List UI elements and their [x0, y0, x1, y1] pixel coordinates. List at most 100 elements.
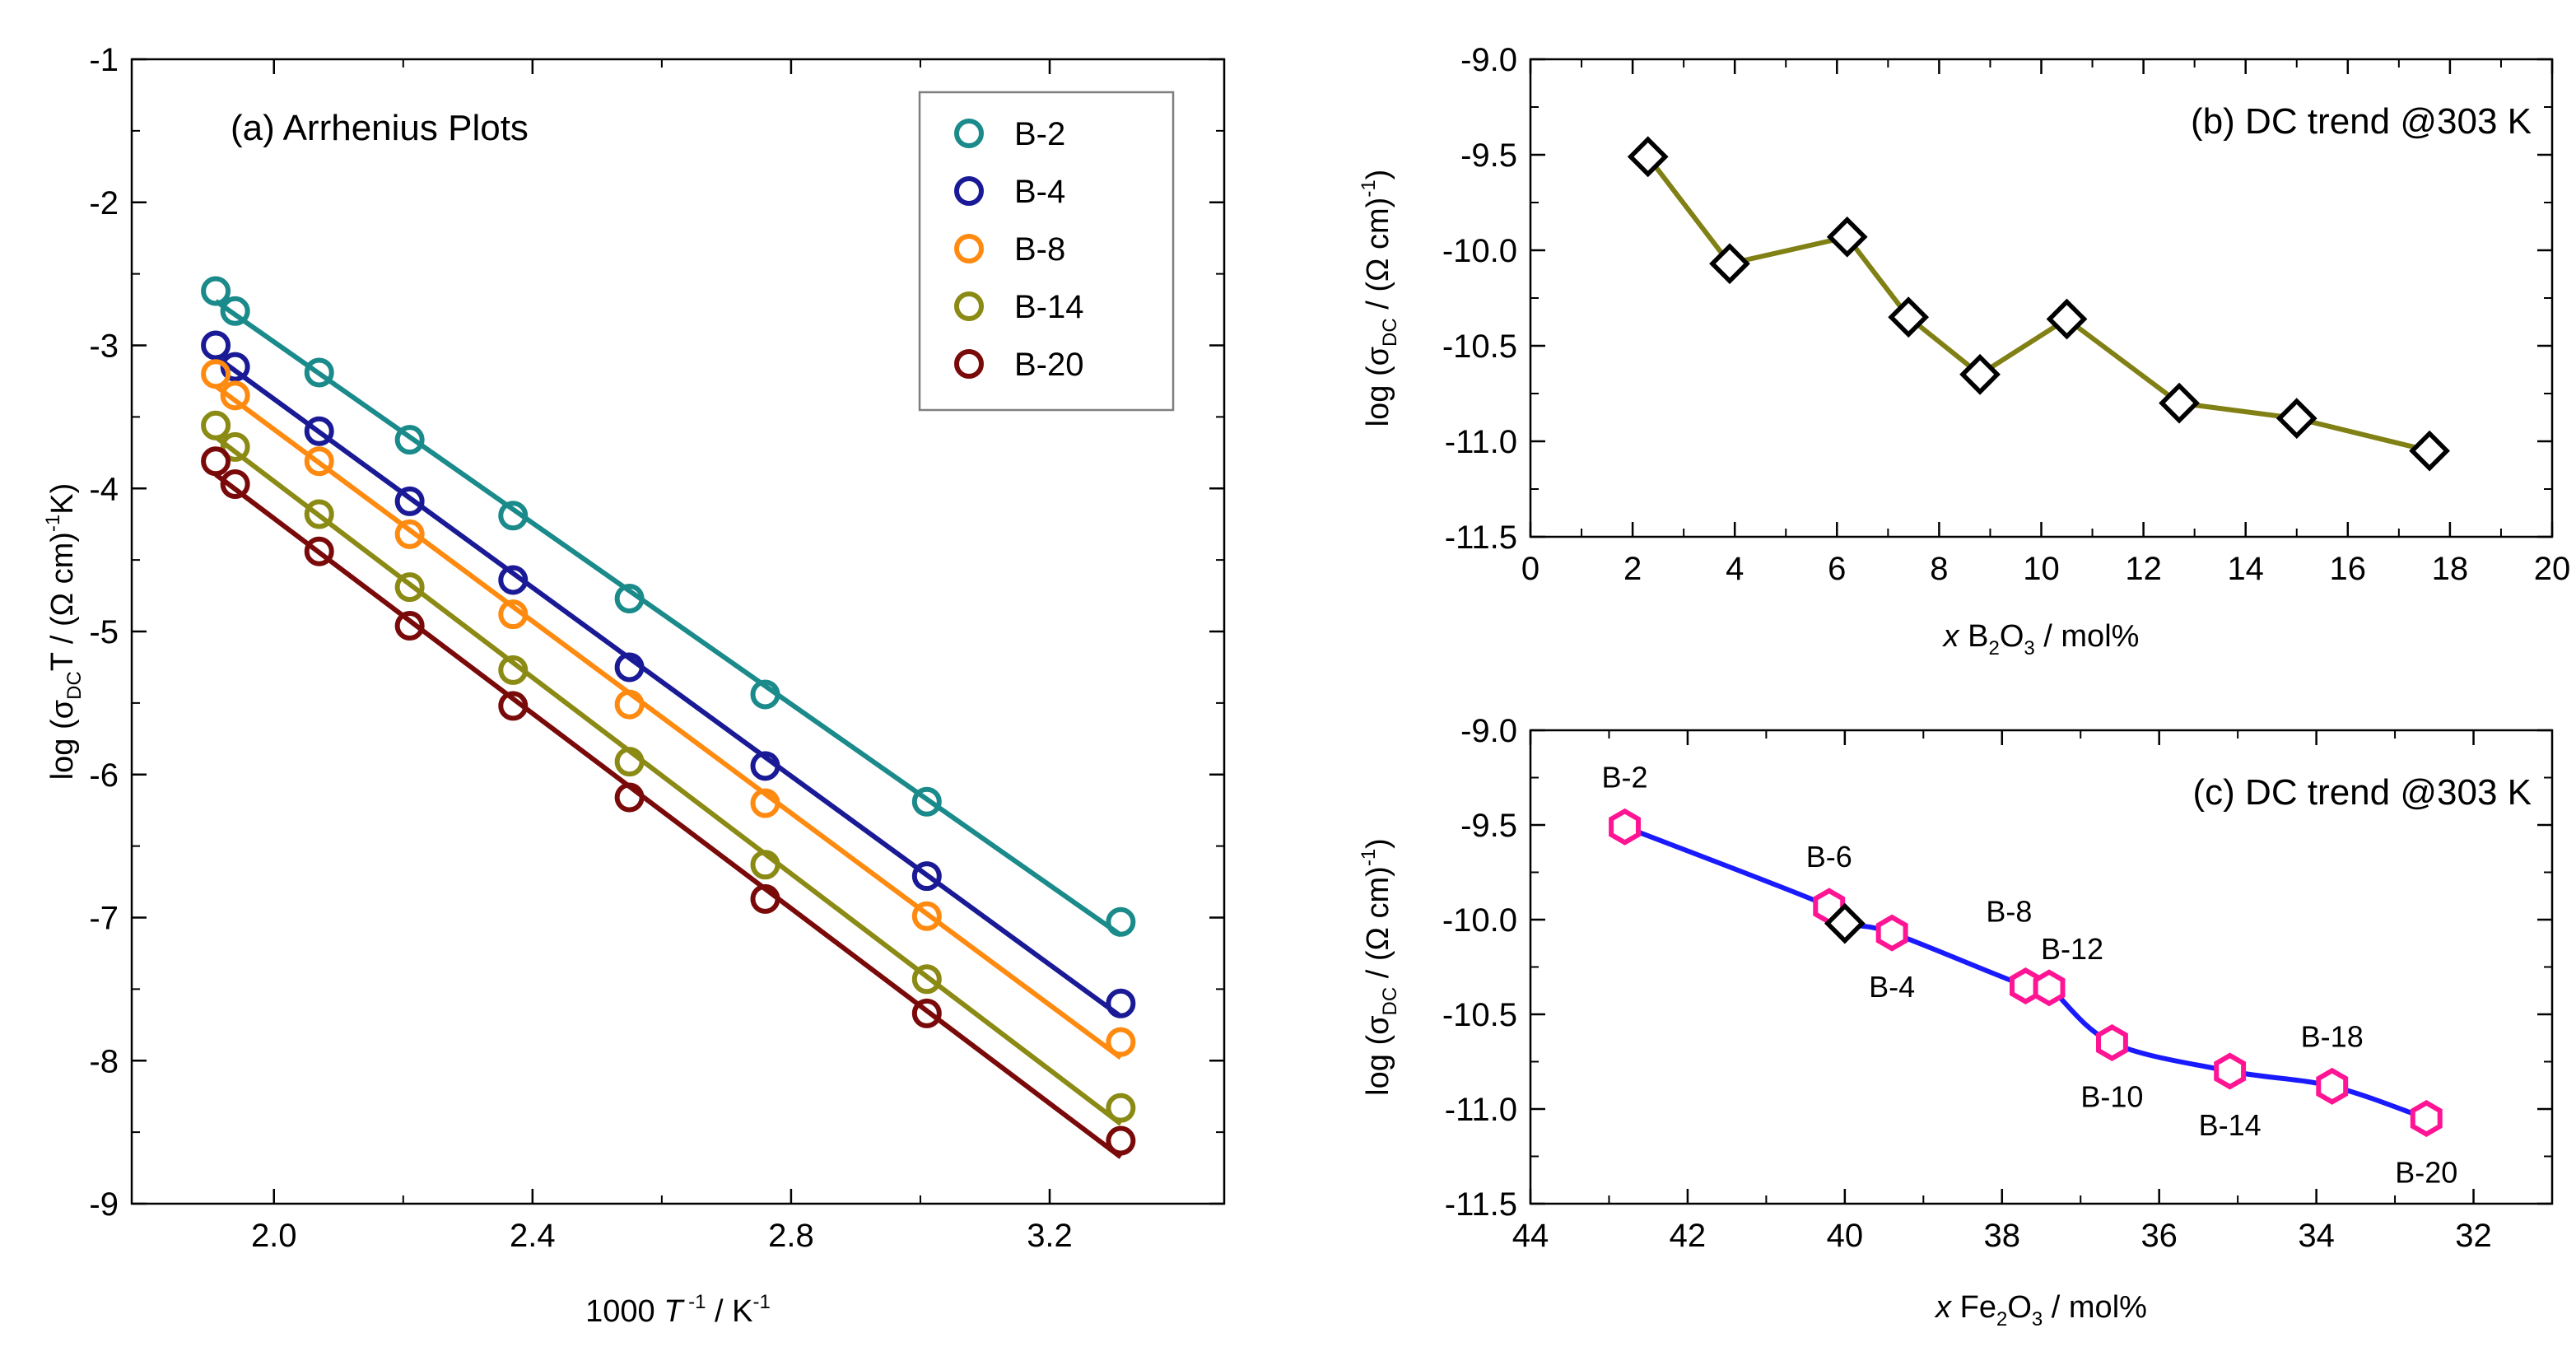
- point-label-B-18: B-18: [2301, 1019, 2364, 1053]
- data-point: [2159, 382, 2200, 424]
- y-tick-label: -9.0: [1460, 713, 1517, 749]
- panel-a-title: (a) Arrhenius Plots: [231, 108, 529, 148]
- x-tick-label: 14: [2227, 551, 2264, 587]
- legend-marker-B-20: [954, 349, 984, 379]
- legend-label-B-14: B-14: [1014, 289, 1084, 325]
- panel-c-plot: (c) DC trend @303 K B-2 B-6 B-4 B-8 B-12 B-10 B…: [1602, 760, 2532, 1189]
- x-tick-label: 32: [2455, 1218, 2492, 1254]
- data-point-B-2: [750, 679, 780, 710]
- x-tick-label: 16: [2330, 551, 2367, 587]
- data-point-B-14: [614, 747, 645, 777]
- legend-marker-B-8: [954, 234, 984, 263]
- data-point: [1709, 243, 1750, 285]
- x-tick-label: 42: [1670, 1218, 1707, 1254]
- legend-label-B-4: B-4: [1014, 174, 1065, 210]
- y-tick-label: -11.5: [1445, 520, 1517, 556]
- data-point-B-12: [2033, 969, 2066, 1007]
- x-tick-label: 2.8: [768, 1218, 814, 1254]
- y-tick-label: -6: [89, 757, 119, 794]
- data-point-B-2: [304, 357, 334, 388]
- legend-marker-B-2: [954, 119, 984, 148]
- point-label-B-6: B-6: [1806, 840, 1852, 874]
- x-tick-label: 12: [2125, 551, 2162, 587]
- data-point-B-2: [201, 276, 231, 306]
- data-point-B-8: [750, 788, 780, 818]
- data-point-B-4: [201, 330, 231, 361]
- x-tick-label: 2.4: [510, 1218, 556, 1254]
- x-tick-label: 20: [2534, 551, 2571, 587]
- data-point-B-20: [201, 446, 231, 477]
- x-tick-label: 36: [2140, 1218, 2178, 1254]
- y-tick-label: -5: [89, 614, 119, 650]
- y-tick-label: -10.5: [1442, 997, 1517, 1033]
- data-point: [2276, 398, 2317, 440]
- panel-c-title: (c) DC trend @303 K: [2193, 772, 2532, 813]
- data-point-B-4: [1875, 914, 1908, 952]
- data-point: [1888, 296, 1930, 338]
- panel-b-title: (b) DC trend @303 K: [2191, 101, 2532, 142]
- x-tick-label: 10: [2023, 551, 2060, 587]
- fit-line-B-20: [214, 472, 1123, 1159]
- data-point-B-14: [911, 964, 942, 995]
- fit-line-B-4: [214, 354, 1123, 1018]
- data-point-B-14: [498, 655, 529, 685]
- data-point-B-2: [220, 296, 250, 326]
- data-point-reference: [1824, 902, 1866, 944]
- data-point-B-8: [614, 689, 645, 720]
- x-tick-label: 38: [1984, 1218, 2021, 1254]
- x-tick-label: 8: [1930, 551, 1948, 587]
- point-label-B-10: B-10: [2080, 1080, 2143, 1114]
- data-point-B-14: [304, 499, 334, 529]
- panel-a-plot: (a) Arrhenius Plots B-2 B-4 B-8 B-14 B-20: [201, 91, 1175, 1159]
- panel-b-x-axis-label: x B2O3 / mol%: [1942, 619, 2140, 659]
- data-point-B-2: [1106, 906, 1136, 937]
- x-tick-label: 34: [2298, 1218, 2335, 1254]
- data-point-B-4: [911, 861, 942, 892]
- data-point: [1627, 136, 1669, 178]
- x-tick-label: 0: [1521, 551, 1540, 587]
- data-point-B-4: [1106, 988, 1136, 1018]
- data-point-B-20: [394, 611, 425, 641]
- data-point-B-4: [304, 416, 334, 446]
- data-point-B-20: [498, 691, 529, 721]
- y-tick-label: -9.0: [1460, 42, 1517, 78]
- y-tick-label: -2: [89, 185, 119, 221]
- y-tick-label: -9.5: [1460, 137, 1517, 174]
- data-point-B-8: [304, 446, 334, 477]
- x-tick-label: 6: [1828, 551, 1846, 587]
- data-point-B-14: [394, 572, 425, 603]
- data-point-B-14: [201, 410, 231, 440]
- x-tick-label: 4: [1726, 551, 1744, 587]
- data-point-B-4: [750, 751, 780, 781]
- y-tick-label: -11.5: [1445, 1186, 1517, 1223]
- panel-b-y-axis-label: log (σDC / (Ω cm)-1): [1358, 170, 1401, 427]
- data-point-B-4: [498, 565, 529, 595]
- fit-line-B-8: [214, 384, 1123, 1060]
- data-point-B-2: [614, 584, 645, 614]
- point-label-B-4: B-4: [1869, 970, 1915, 1004]
- panel-b-plot: (b) DC trend @303 K: [1627, 101, 2532, 472]
- trend-line: [1646, 155, 2430, 454]
- point-label-B-14: B-14: [2199, 1108, 2262, 1142]
- fit-line-B-14: [214, 435, 1123, 1126]
- data-point: [1959, 353, 2001, 395]
- legend-marker-B-14: [954, 291, 984, 321]
- x-tick-label: 2.0: [251, 1218, 297, 1254]
- panel-a-x-axis-label: 1000 T -1 / K-1: [585, 1291, 771, 1329]
- y-tick-label: -7: [89, 901, 119, 937]
- data-point-B-20: [2410, 1100, 2443, 1137]
- panel-c-y-axis-label: log (σDC / (Ω cm)-1): [1358, 838, 1401, 1096]
- y-tick-label: -4: [89, 471, 119, 507]
- data-point-B-14: [220, 431, 250, 462]
- legend-label-B-2: B-2: [1014, 116, 1065, 152]
- legend-label-B-20: B-20: [1014, 347, 1084, 383]
- y-tick-label: -3: [89, 329, 119, 365]
- data-point-B-20: [304, 536, 334, 566]
- fit-line-B-2: [214, 299, 1123, 938]
- data-point-B-14: [2214, 1052, 2247, 1090]
- data-point-B-2: [1609, 808, 1641, 846]
- data-point-B-14: [750, 850, 780, 880]
- y-tick-label: -10.0: [1442, 233, 1517, 269]
- data-point-B-8: [911, 901, 942, 931]
- x-tick-label: 40: [1827, 1218, 1864, 1254]
